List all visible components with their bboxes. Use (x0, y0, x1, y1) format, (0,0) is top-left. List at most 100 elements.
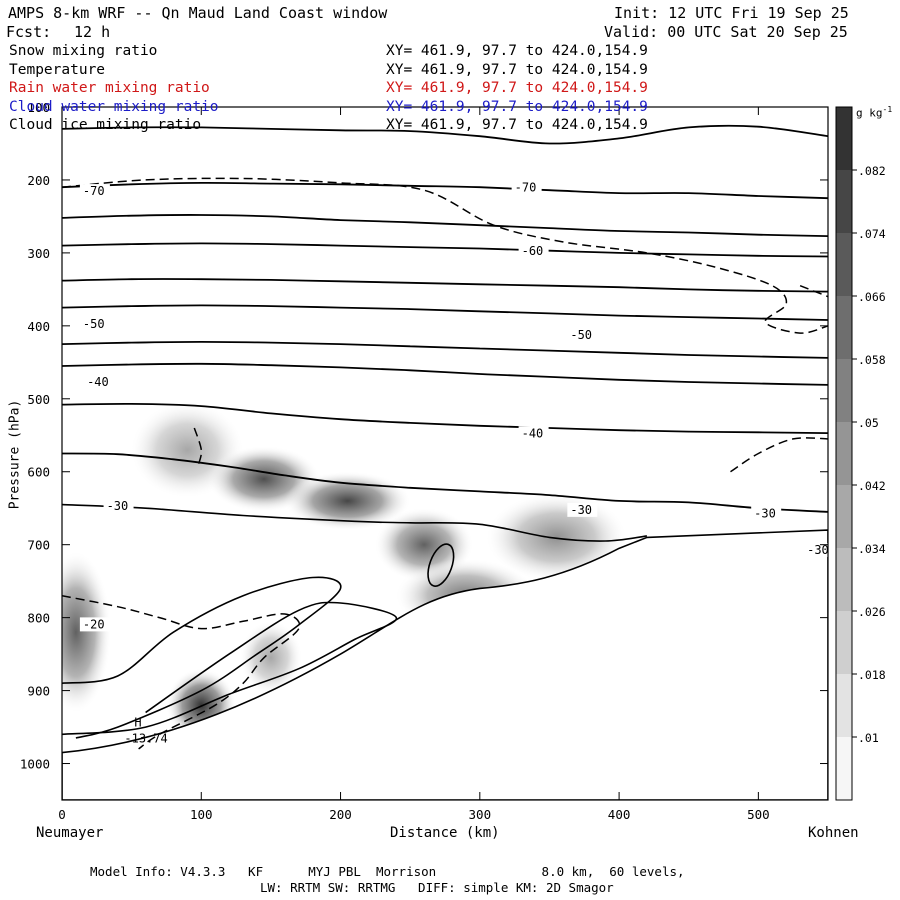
isotherm-label: -60 (522, 244, 544, 258)
isotherm-label-bg (103, 499, 134, 514)
isotherm-line (62, 214, 828, 237)
field-xy: XY= 461.9, 97.7 to 424.0,154.9 (386, 61, 648, 78)
colorbar-unit: g kg-1 (856, 105, 893, 120)
forecast-label: Fcst: (6, 23, 52, 41)
field-name: Cloud ice mixing ratio (9, 117, 202, 133)
x-tick-label: 300 (469, 807, 492, 822)
cloud-ice-line (62, 594, 301, 750)
isotherm-label-bg (79, 316, 110, 331)
x-tick-label: 0 (58, 807, 66, 822)
y-tick-label: 300 (27, 246, 50, 261)
isotherm-label: -30 (754, 507, 776, 521)
cloud-ice-line (193, 427, 203, 465)
terrain-mask (62, 529, 828, 800)
cloud-ice-line (62, 177, 828, 334)
colorbar-segment (836, 359, 852, 422)
isotherm-label-bg (518, 426, 549, 441)
field-name: Snow mixing ratio (9, 43, 158, 59)
isotherm-label: -70 (515, 180, 537, 194)
isotherm-label: -20 (83, 617, 105, 631)
field-xy: XY= 461.9, 97.7 to 424.0,154.9 (386, 80, 648, 96)
isotherm-label-bg (518, 243, 549, 258)
colorbar-segment (836, 611, 852, 674)
y-tick-label: 1000 (20, 757, 50, 772)
colorbar-tick-label: .018 (858, 668, 886, 682)
isotherm-line (62, 181, 828, 200)
high-marker-label: H (134, 715, 141, 729)
colorbar-segment (836, 485, 852, 548)
field-xy: XY= 461.9, 97.7 to 424.0,154.9 (386, 117, 648, 133)
isotherm-line (62, 402, 828, 434)
isotherm-label: -30 (107, 499, 129, 513)
plot-frame (61, 106, 829, 801)
x-tick-label: 200 (329, 807, 352, 822)
x-tick-label: 100 (190, 807, 213, 822)
field-name: Cloud water mixing ratio (9, 98, 219, 115)
isotherm-line (62, 576, 342, 739)
isotherm-label: -40 (87, 375, 109, 389)
isotherm-line (62, 278, 828, 293)
y-tick-label: 500 (27, 392, 50, 407)
isotherm-line (62, 503, 648, 542)
colorbar-tick-label: .058 (858, 353, 886, 367)
colorbar-segment (836, 233, 852, 296)
isotherm-label-bg (84, 375, 115, 390)
colorbar-segment (836, 674, 852, 737)
isotherm-line (62, 124, 828, 145)
isotherm-label: -30 (807, 543, 829, 557)
colorbar-tick-label: .026 (858, 605, 886, 619)
isotherm-label-bg (511, 180, 542, 195)
y-tick-label: 200 (27, 173, 50, 188)
isotherm-label: -50 (570, 328, 592, 342)
colorbar-frame (835, 106, 853, 801)
colorbar-tick-label: .05 (858, 416, 879, 430)
field-name: Rain water mixing ratio (9, 80, 210, 96)
high-marker-value: -13.74 (124, 731, 167, 745)
right-endpoint-label: Kohnen (808, 825, 859, 841)
isotherm-label-bg (79, 184, 110, 199)
forecast-hours: 12 h (74, 23, 111, 41)
isotherm-line (62, 362, 828, 386)
x-axis-label: Distance (km) (390, 825, 500, 841)
y-tick-label: 900 (27, 684, 50, 699)
y-tick-label: 800 (27, 611, 50, 626)
low-level-contours (62, 503, 648, 739)
colorbar-segment (836, 548, 852, 611)
valid-time: Valid: 00 UTC Sat 20 Sep 25 (604, 23, 848, 41)
colorbar-tick-label: .034 (858, 542, 886, 556)
terrain-surface (62, 529, 828, 800)
y-tick-label: 700 (27, 538, 50, 553)
colorbar-segment (836, 296, 852, 359)
y-tick-label: 600 (27, 465, 50, 480)
colorbar-segment (836, 422, 852, 485)
cloud-ice-line (799, 284, 828, 298)
snow-blob (240, 621, 302, 695)
isotherm-label: -40 (522, 426, 544, 440)
isotherm-line (62, 340, 828, 359)
cloud-ice-contours (62, 177, 828, 750)
model-info-line2: LW: RRTM SW: RRTMG DIFF: simple KM: 2D S… (260, 880, 614, 895)
colorbar-tick-label: .066 (858, 290, 886, 304)
snow-blob (62, 552, 111, 713)
isotherm-label-bg (567, 327, 598, 342)
isotherm-label-bg (751, 506, 782, 521)
y-tick-label: 100 (27, 100, 50, 115)
left-endpoint-label: Neumayer (36, 825, 104, 841)
isotherm-label-bg (804, 542, 835, 557)
x-tick-label: 400 (608, 807, 631, 822)
colorbar-tick-label: .074 (858, 227, 886, 241)
isotherm-closed-contour (427, 543, 455, 587)
y-axis-label: Pressure (hPa) (7, 399, 23, 510)
isotherm-label-bg (567, 502, 598, 517)
colorbar-tick-label: .01 (858, 731, 879, 745)
chart-title: AMPS 8-km WRF -- Qn Maud Land Coast wind… (8, 4, 388, 22)
colorbar-tick-label: .082 (858, 164, 886, 178)
colorbar-tick-label: .042 (858, 479, 886, 493)
colorbar-segment (836, 737, 852, 800)
isotherm-line (62, 601, 398, 736)
cloud-ice-line (730, 437, 828, 473)
colorbar-segment (836, 107, 852, 170)
isotherm-label: -30 (570, 503, 592, 517)
y-tick-label: 400 (27, 319, 50, 334)
